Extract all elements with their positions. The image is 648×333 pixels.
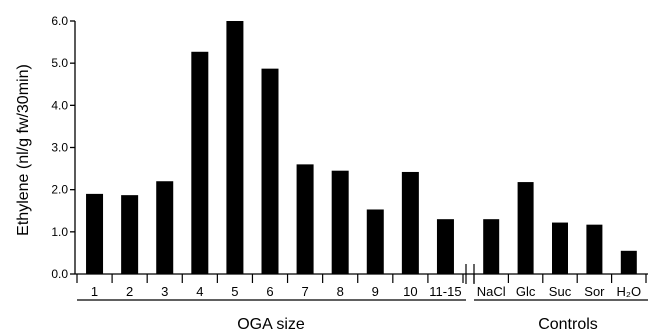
bar (226, 21, 244, 274)
bar (156, 181, 174, 274)
y-tick-label: 2.0 (51, 183, 68, 197)
x-axis: 1 2 3 4 5 6 7 8 9 10 11-15 NaCl Glc Suc Sor H₂O (76, 264, 648, 301)
y-tick-label: 4.0 (51, 98, 68, 112)
y-axis-title: Ethylene (nl/g fw/30min) (15, 64, 32, 236)
y-tick-label: 3.0 (51, 141, 68, 155)
bar (620, 250, 637, 274)
x-tick-label: 10 (403, 284, 417, 299)
bar (552, 222, 568, 274)
x-tick-label: 7 (301, 284, 308, 299)
y-tick-label: 5.0 (51, 56, 68, 70)
bars (86, 21, 637, 275)
group-title-controls: Controls (538, 316, 598, 333)
x-tick-label: 1 (91, 284, 98, 299)
x-tick-label: H₂O (617, 284, 642, 299)
x-tick-label: 9 (372, 284, 379, 299)
x-tick-label: 6 (266, 284, 273, 299)
bar (331, 170, 349, 274)
x-tick-label: 11-15 (429, 284, 461, 299)
bar (121, 195, 139, 274)
x-tick-label: 2 (126, 284, 133, 299)
y-tick-label: 1.0 (51, 225, 68, 239)
x-tick-label: 4 (196, 284, 203, 299)
y-tick-label: 6.0 (51, 14, 68, 28)
bar (483, 219, 500, 274)
x-tick-label: 5 (231, 284, 238, 299)
bar (191, 51, 209, 275)
x-tick-label: 8 (337, 284, 344, 299)
group-title-oga-size: OGA size (237, 316, 305, 333)
y-axis: 0.0 1.0 2.0 3.0 4.0 5.0 6.0 (51, 14, 648, 281)
x-tick-label: 3 (161, 284, 168, 299)
bar (86, 193, 104, 274)
x-tick-label: NaCl (477, 284, 506, 299)
bar (586, 224, 603, 274)
x-tick-label: Glc (516, 284, 536, 299)
bar (366, 209, 384, 274)
x-tick-label: Suc (549, 284, 572, 299)
bar (261, 68, 279, 274)
x-tick-label: Sor (584, 284, 605, 299)
bar (401, 171, 419, 274)
bar (517, 182, 534, 274)
y-tick-label: 0.0 (51, 267, 68, 281)
bar (436, 219, 454, 274)
bar (296, 164, 314, 274)
